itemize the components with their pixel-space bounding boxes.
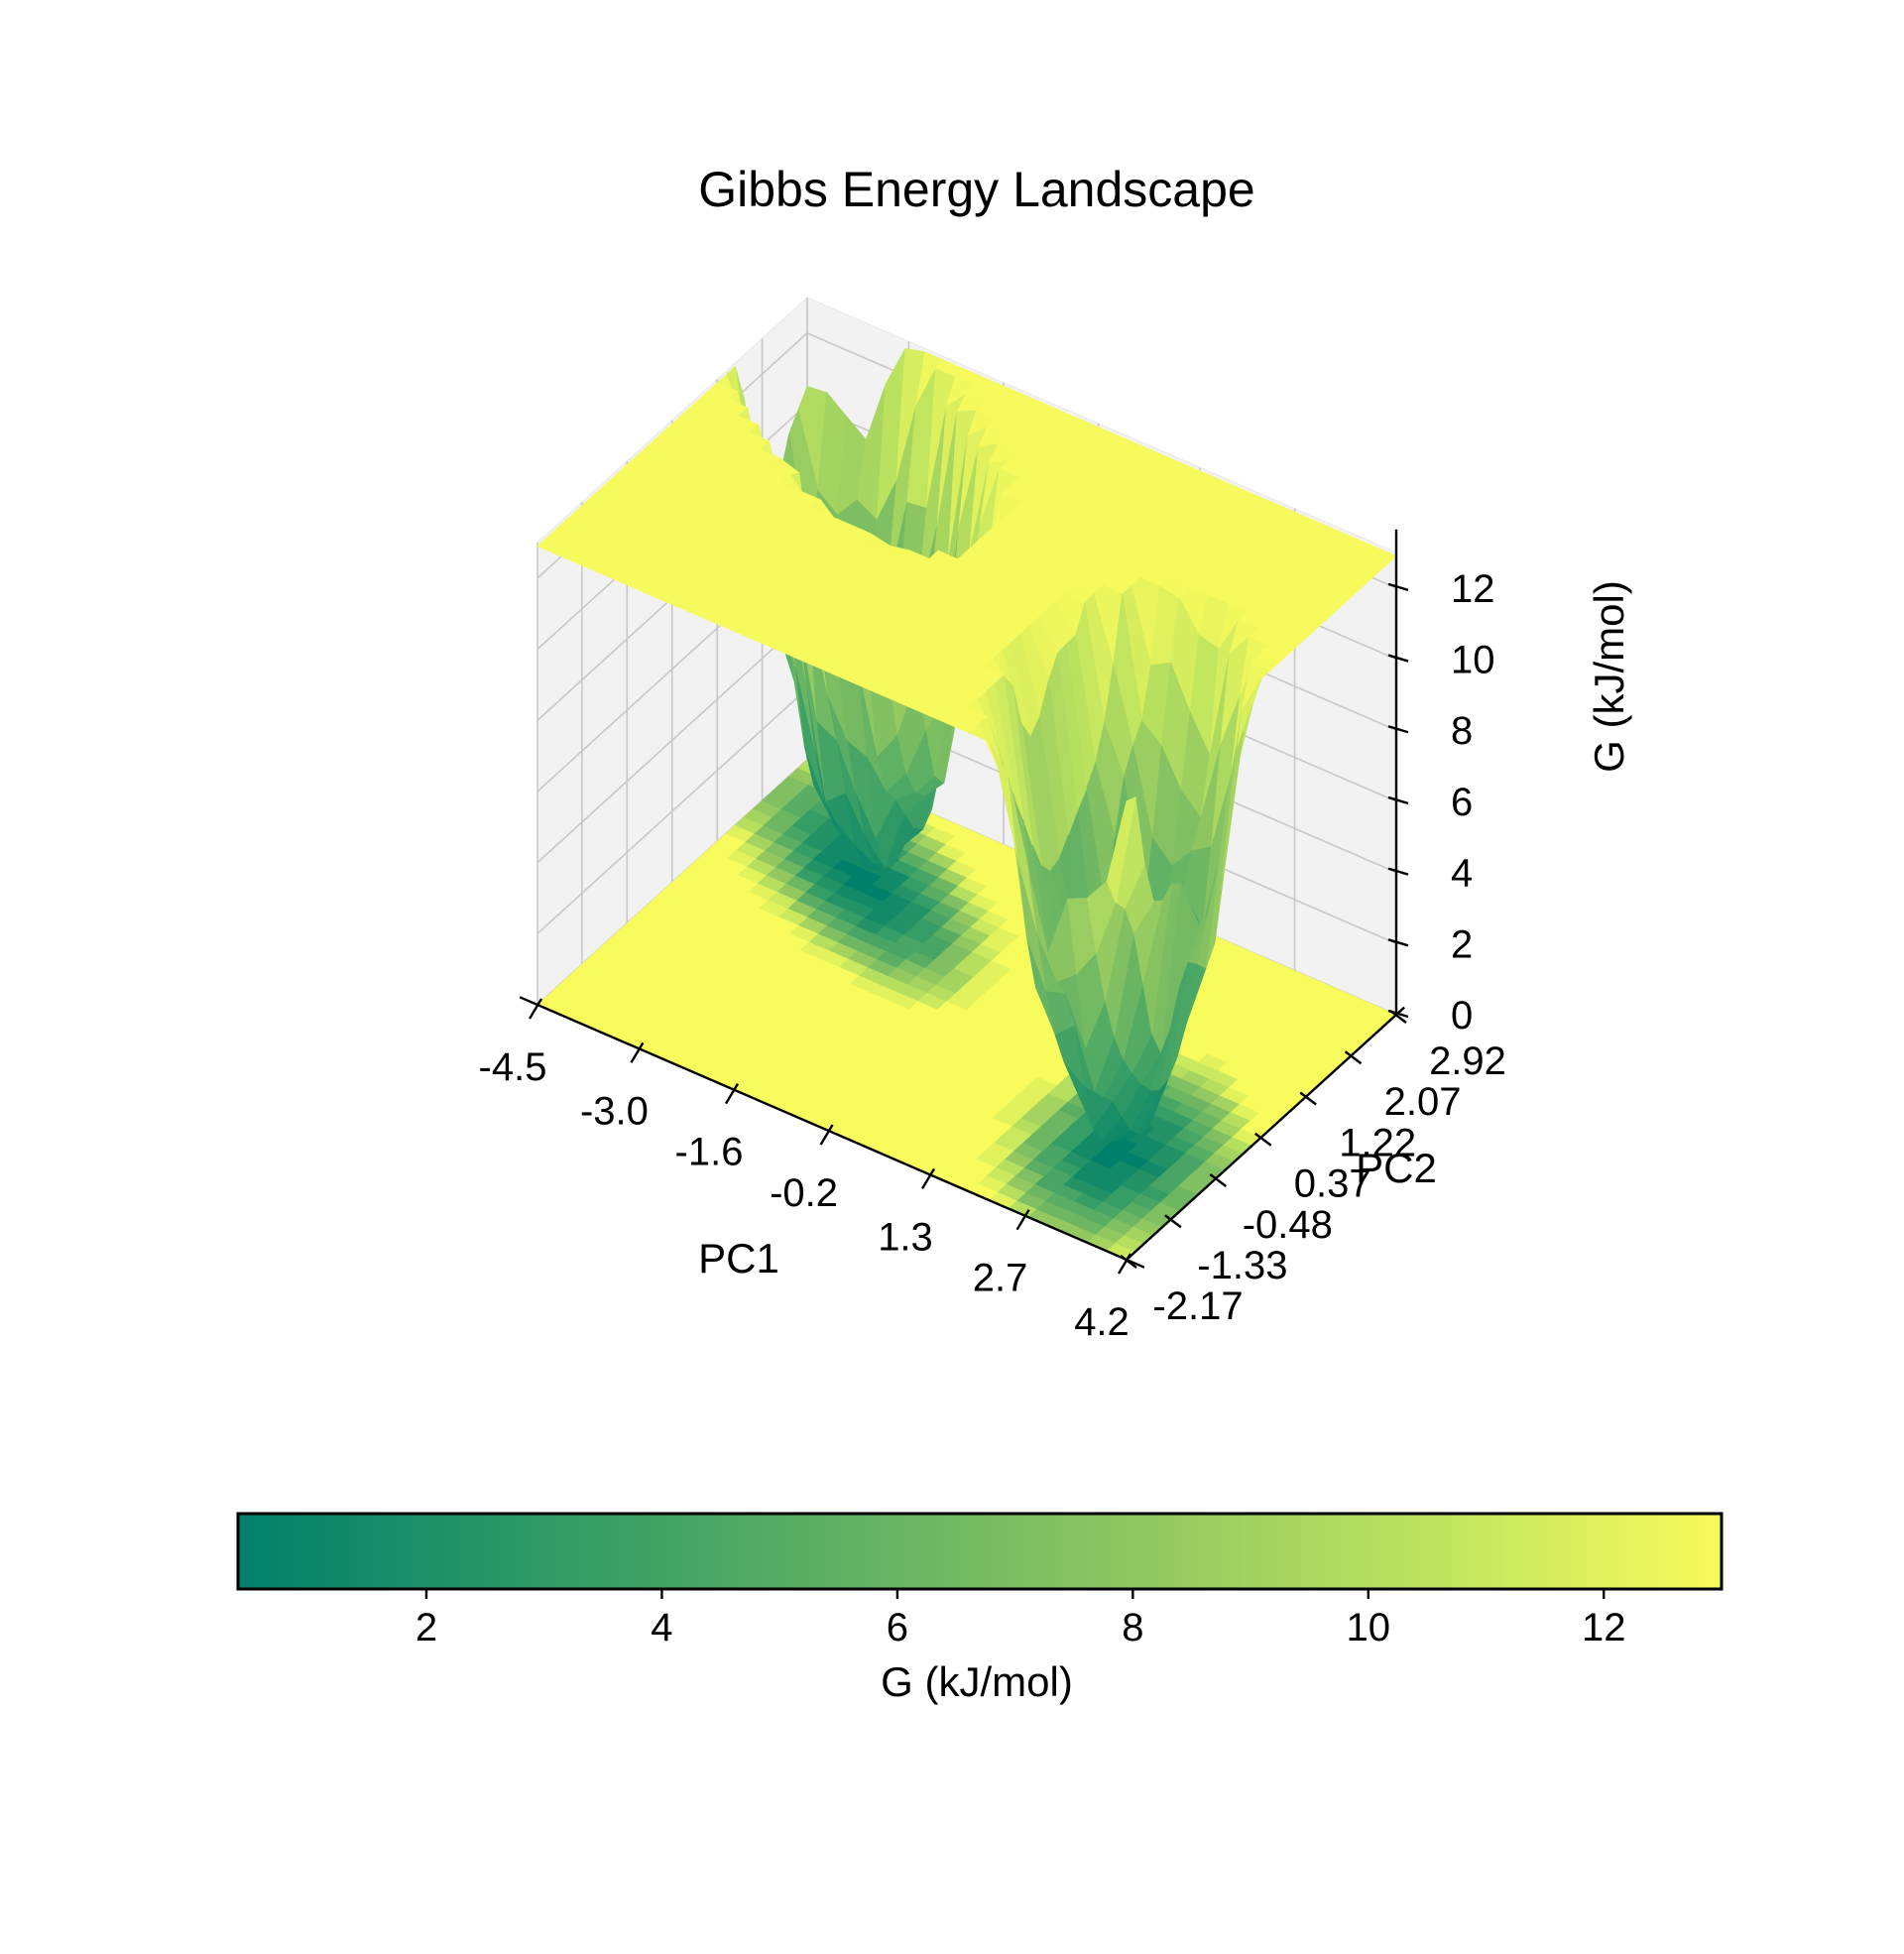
colorbar-tick-label: 8 (1122, 1606, 1143, 1649)
y-tick-mark (1120, 1255, 1137, 1269)
colorbar-tick-label: 6 (887, 1606, 908, 1649)
surface-facet (1106, 796, 1136, 905)
y-tick-label: 1.22 (1339, 1121, 1416, 1164)
y-axis-line (1126, 1006, 1405, 1261)
grid-line-z-left (536, 687, 808, 934)
colorbar-tick-label: 2 (416, 1606, 437, 1649)
colorbar-tick-label: 4 (651, 1606, 672, 1649)
z-tick-mark (1387, 725, 1409, 734)
y-tick-label: 0.37 (1294, 1162, 1371, 1206)
x-tick-mark (630, 1041, 645, 1063)
z-tick-label: 0 (1451, 994, 1473, 1038)
x-tick-label: 4.2 (1074, 1300, 1130, 1344)
y-tick-mark (1164, 1214, 1182, 1229)
z-tick-label: 6 (1451, 781, 1473, 824)
z-tick-label: 12 (1451, 567, 1495, 611)
y-tick-label: 2.07 (1384, 1080, 1462, 1124)
grid-line-z-left (536, 617, 808, 864)
x-axis-line (519, 996, 1145, 1269)
y-tick-mark (1299, 1091, 1317, 1106)
z-tick-mark (1387, 654, 1409, 663)
y-tick-label: 2.92 (1429, 1039, 1506, 1083)
tick-labels: -4.5 -3.0 -1.6 -0.2 1.3 2.7 4.2 -2.17-1.33-0.48… (479, 567, 1506, 1344)
colorbar-tick-label: 10 (1347, 1606, 1391, 1649)
x-tick-mark (920, 1167, 936, 1189)
z-tick-mark (1387, 867, 1409, 876)
x-tick-label: -1.6 (675, 1131, 744, 1174)
x-tick-label: 1.3 (878, 1215, 933, 1259)
chart-title: Gibbs Energy Landscape (698, 162, 1254, 217)
x-tick-mark (1117, 1253, 1132, 1275)
energy-surface (536, 347, 1397, 1143)
z-tick-mark (1387, 582, 1409, 591)
y-axis-label: PC2 (1356, 1145, 1437, 1191)
z-tick-label: 2 (1451, 922, 1473, 966)
x-tick-label: 2.7 (973, 1257, 1028, 1300)
z-tick-label: 4 (1451, 852, 1473, 896)
colorbar-gradient (236, 1512, 1724, 1591)
z-tick-mark (1387, 938, 1409, 947)
z-axis-label: G (kJ/mol) (1586, 580, 1632, 773)
y-tick-mark (1209, 1173, 1228, 1187)
axis-lines (519, 529, 1409, 1275)
z-tick-label: 10 (1451, 639, 1495, 682)
y-tick-label: -0.48 (1243, 1203, 1333, 1247)
y-tick-mark (1344, 1050, 1363, 1065)
x-tick-mark (724, 1083, 740, 1105)
colorbar: 2 4 6 8 10 12 (236, 1512, 1724, 1649)
x-tick-label: -4.5 (479, 1045, 547, 1089)
x-tick-label: -3.0 (580, 1089, 649, 1133)
z-tick-label: 8 (1451, 709, 1473, 753)
y-tick-mark (1254, 1132, 1272, 1147)
colorbar-tick-label: 12 (1582, 1606, 1626, 1649)
z-tick-mark (1387, 795, 1409, 805)
x-tick-mark (528, 998, 543, 1020)
y-tick-label: -1.33 (1197, 1244, 1287, 1287)
x-tick-mark (1015, 1209, 1030, 1231)
x-axis-label: PC1 (698, 1235, 779, 1282)
x-tick-mark (819, 1124, 834, 1146)
colorbar-label: G (kJ/mol) (881, 1658, 1073, 1705)
x-tick-label: -0.2 (770, 1171, 838, 1215)
z-tick-mark (1387, 1009, 1409, 1019)
y-tick-label: -2.17 (1152, 1284, 1243, 1328)
